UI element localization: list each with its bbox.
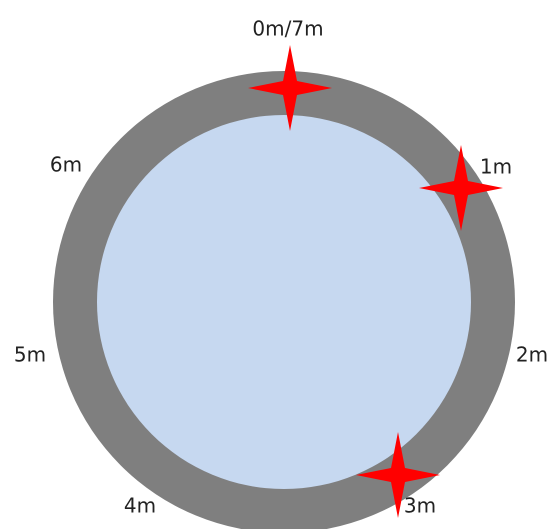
inner-disc [97, 115, 471, 489]
label: 1m [480, 155, 512, 179]
star [419, 145, 503, 231]
label: 6m [50, 153, 82, 177]
label: 4m [124, 494, 156, 518]
label: 5m [14, 343, 46, 367]
star [356, 432, 440, 518]
label: 3m [404, 494, 436, 518]
stars [248, 45, 503, 518]
label: 2m [516, 343, 548, 367]
star [248, 45, 332, 131]
label: 0m/7m [252, 17, 323, 41]
